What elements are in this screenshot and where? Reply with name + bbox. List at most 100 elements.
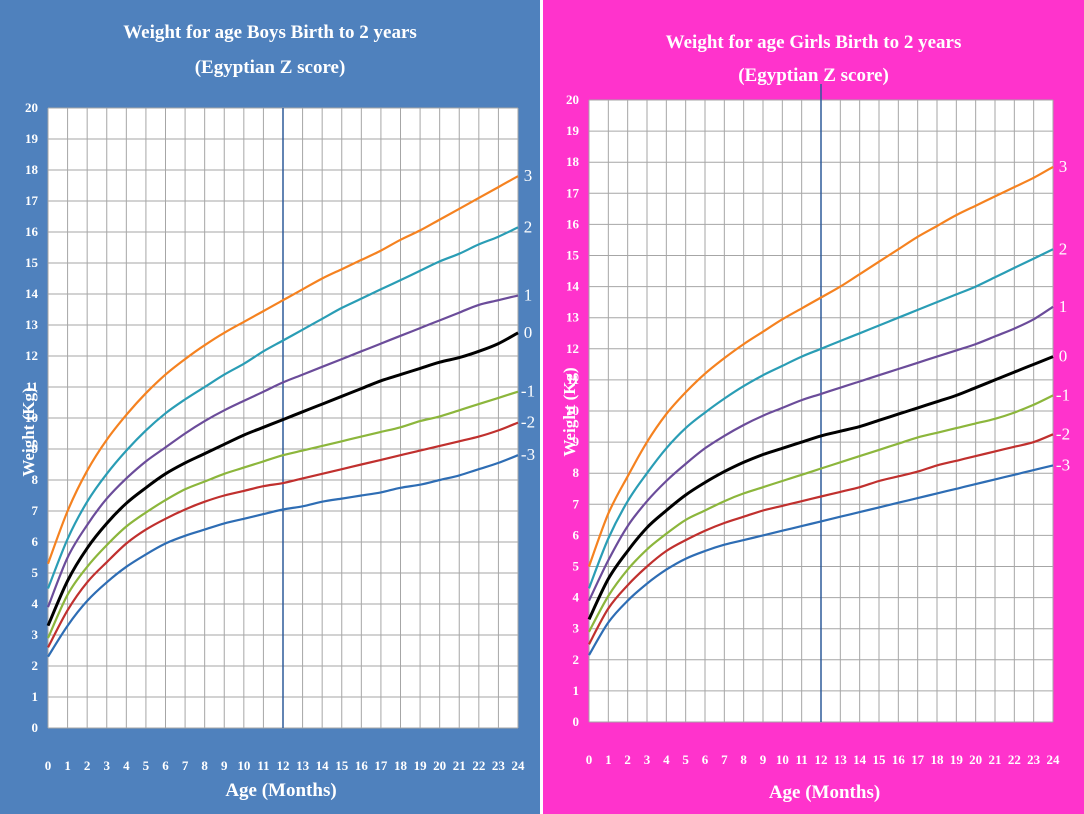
girls-y-tick-label: 4: [573, 590, 580, 605]
girls-x-tick-label: 14: [853, 752, 867, 767]
girls-series-label: 1: [1059, 297, 1068, 316]
girls-x-tick-label: 7: [721, 752, 728, 767]
girls-y-tick-label: 9: [573, 434, 580, 449]
girls-y-tick-label: 6: [573, 527, 580, 542]
girls-series-label: 2: [1059, 239, 1068, 258]
girls-y-tick-label: 12: [566, 341, 579, 356]
boys-x-tick-label: 2: [84, 758, 91, 773]
girls-y-tick-label: 2: [573, 652, 580, 667]
girls-x-tick-label: 10: [776, 752, 789, 767]
boys-y-tick-label: 13: [25, 317, 39, 332]
girls-x-tick-label: 1: [605, 752, 612, 767]
boys-y-tick-label: 11: [26, 379, 38, 394]
boys-x-tick-label: 18: [394, 758, 408, 773]
girls-series-line-z3: [587, 165, 1054, 567]
girls-gridlines: [588, 99, 1054, 723]
girls-y-tick-label: 13: [566, 310, 580, 325]
girls-x-axis-label: Age (Months): [768, 782, 881, 803]
girls-y-tick-label: 14: [566, 279, 580, 294]
boys-series-line-z1: [46, 294, 519, 608]
girls-x-tick-label: 6: [702, 752, 709, 767]
boys-y-tick-label: 1: [32, 689, 39, 704]
boys-series-label: 3: [524, 166, 533, 185]
boys-chart-subtitle: (Egyptian Z score): [194, 57, 346, 78]
girls-chart-title: Weight for age Girls Birth to 2 years: [665, 32, 962, 53]
girls-y-tick-label: 15: [566, 248, 580, 263]
girls-y-tick-label: 17: [566, 185, 580, 200]
boys-x-tick-label: 19: [414, 758, 428, 773]
boys-x-tick-label: 5: [143, 758, 150, 773]
boys-x-tick-label: 24: [512, 758, 526, 773]
girls-series-label: -3: [1056, 455, 1070, 474]
boys-x-axis-label: Age (Months): [225, 780, 337, 801]
boys-y-tick-label: 4: [32, 596, 39, 611]
boys-series-line-z2: [46, 226, 519, 589]
boys-x-tick-label: 3: [104, 758, 111, 773]
boys-x-tick-label: 7: [182, 758, 189, 773]
boys-y-tick-label: 2: [32, 658, 39, 673]
boys-x-tick-label: 0: [45, 758, 52, 773]
girls-series-label: -2: [1056, 424, 1070, 443]
boys-y-tick-label: 0: [32, 720, 39, 735]
boys-series-line-z-1: [46, 390, 519, 639]
girls-x-tick-label: 12: [815, 752, 828, 767]
girls-x-tick-label: 18: [931, 752, 945, 767]
girls-series-line-z-2: [588, 433, 1054, 645]
boys-y-tick-label: 16: [25, 224, 39, 239]
girls-x-tick-label: 17: [911, 752, 925, 767]
boys-y-tick-label: 6: [32, 534, 39, 549]
girls-x-tick-label: 4: [663, 752, 670, 767]
girls-x-tick-label: 3: [644, 752, 651, 767]
boys-y-tick-label: 20: [25, 100, 38, 115]
boys-x-tick-label: 12: [277, 758, 290, 773]
girls-y-tick-label: 8: [573, 465, 580, 480]
girls-series-label: 0: [1059, 347, 1068, 366]
boys-x-tick-label: 11: [257, 758, 269, 773]
girls-series-line-z1: [588, 305, 1054, 602]
boys-y-tick-label: 9: [32, 441, 39, 456]
boys-x-tick-label: 8: [201, 758, 208, 773]
girls-y-tick-label: 18: [566, 154, 580, 169]
girls-y-tick-label: 10: [566, 403, 579, 418]
girls-x-tick-label: 8: [740, 752, 747, 767]
boys-series-label: 1: [524, 286, 533, 305]
girls-x-tick-label: 9: [760, 752, 767, 767]
girls-x-tick-label: 24: [1047, 752, 1061, 767]
boys-x-tick-label: 20: [433, 758, 446, 773]
panel-divider: [540, 0, 543, 814]
girls-y-tick-label: 1: [573, 683, 580, 698]
boys-x-tick-label: 21: [453, 758, 466, 773]
girls-series-line-z0: [587, 355, 1054, 621]
girls-x-tick-label: 15: [873, 752, 887, 767]
boys-series-label: -3: [521, 445, 535, 464]
boys-y-tick-label: 3: [32, 627, 39, 642]
girls-x-tick-label: 16: [892, 752, 906, 767]
girls-x-tick-label: 11: [796, 752, 808, 767]
girls-chart-subtitle: (Egyptian Z score): [738, 65, 889, 86]
boys-x-tick-label: 10: [237, 758, 250, 773]
boys-series-label: 2: [524, 217, 533, 236]
boys-x-tick-label: 16: [355, 758, 369, 773]
boys-y-tick-label: 18: [25, 162, 39, 177]
girls-y-tick-label: 20: [566, 92, 579, 107]
boys-x-tick-label: 4: [123, 758, 130, 773]
boys-y-tick-label: 17: [25, 193, 39, 208]
girls-y-tick-label: 0: [573, 714, 580, 729]
girls-y-tick-label: 11: [567, 372, 579, 387]
girls-series-line-z-3: [588, 464, 1054, 656]
boys-y-tick-label: 14: [25, 286, 39, 301]
girls-y-tick-label: 16: [566, 216, 580, 231]
girls-series-line-z-1: [588, 394, 1054, 633]
girls-series-line-z2: [587, 248, 1054, 589]
boys-x-tick-label: 9: [221, 758, 228, 773]
boys-y-tick-label: 7: [32, 503, 39, 518]
boys-x-tick-label: 23: [492, 758, 506, 773]
girls-series-label: -1: [1056, 385, 1070, 404]
boys-x-tick-label: 6: [162, 758, 169, 773]
boys-series-line-z3: [46, 175, 519, 565]
boys-x-tick-label: 17: [374, 758, 388, 773]
boys-y-tick-label: 8: [32, 472, 39, 487]
